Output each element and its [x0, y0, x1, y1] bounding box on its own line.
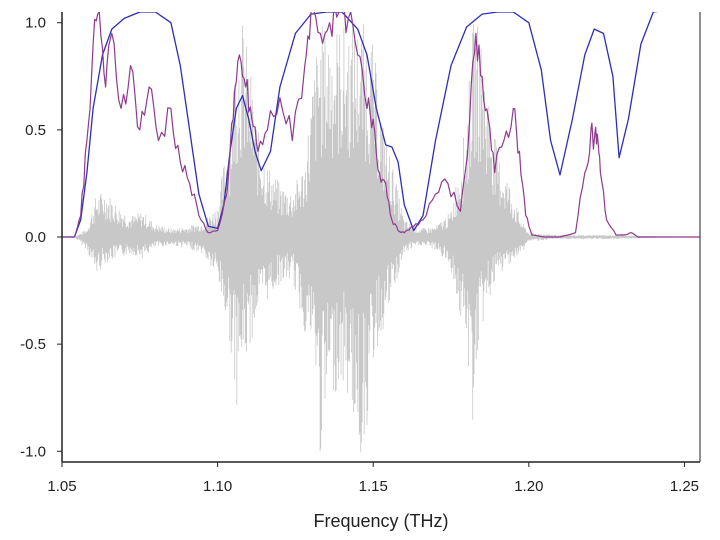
y-tick-label: 0.0	[25, 229, 46, 246]
x-tick-label: 1.05	[47, 478, 76, 495]
x-tick-label: 1.25	[670, 478, 699, 495]
series-signal	[74, 24, 698, 453]
x-tick-label: 1.20	[514, 478, 543, 495]
ticks-layer: 1.05 1.10 1.15 1.20 1.25 -1.0 -0.5 0.0 0.5 1.0	[20, 15, 699, 495]
series-smooth	[62, 12, 659, 238]
y-tick-label: -1.0	[20, 443, 46, 460]
y-tick-label: 0.5	[25, 122, 46, 139]
x-tick-label: 1.10	[203, 478, 232, 495]
x-tick-label: 1.15	[359, 478, 388, 495]
y-tick-label: -0.5	[20, 336, 46, 353]
series-group	[62, 12, 700, 453]
y-tick-label: 1.0	[25, 15, 46, 32]
series-layer	[62, 12, 700, 453]
x-axis-title: Frequency (THz)	[313, 511, 448, 531]
series-noisy	[62, 12, 700, 238]
